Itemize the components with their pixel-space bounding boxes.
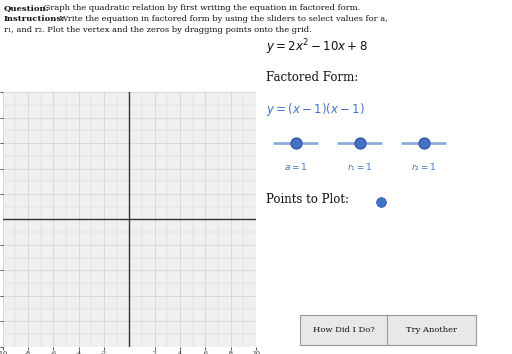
Text: Write the equation in factored form by using the sliders to select values for a,: Write the equation in factored form by u… (57, 15, 388, 23)
Text: Question:: Question: (4, 4, 50, 12)
Text: r₁, and r₂. Plot the vertex and the zeros by dragging points onto the grid.: r₁, and r₂. Plot the vertex and the zero… (4, 26, 312, 34)
Text: How Did I Do?: How Did I Do? (313, 326, 375, 334)
Text: $r₁ = 1$: $r₁ = 1$ (347, 161, 372, 172)
Text: $r₂ = 1$: $r₂ = 1$ (411, 161, 436, 172)
Text: Try Another: Try Another (406, 326, 457, 334)
Text: $y = (x-1)(x-1)$: $y = (x-1)(x-1)$ (266, 101, 365, 118)
Text: Instructions:: Instructions: (4, 15, 66, 23)
Text: $a = 1$: $a = 1$ (284, 161, 307, 172)
Text: $y = 2x^2 - 10x + 8$: $y = 2x^2 - 10x + 8$ (266, 37, 368, 57)
Text: Factored Form:: Factored Form: (266, 71, 358, 84)
Text: Points to Plot:: Points to Plot: (266, 193, 349, 206)
Text: Graph the quadratic relation by first writing the equation in factored form.: Graph the quadratic relation by first wr… (41, 4, 360, 12)
